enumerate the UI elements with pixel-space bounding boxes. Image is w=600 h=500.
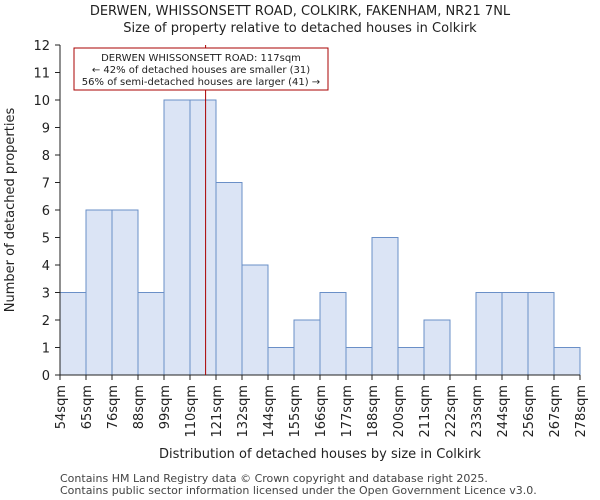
x-tick-label: 110sqm <box>184 385 199 438</box>
bar-267sqm <box>553 347 581 376</box>
x-tick-label: 166sqm <box>314 385 329 438</box>
bar-110sqm <box>189 99 217 376</box>
y-tick-label: 6 <box>42 204 50 219</box>
y-tick-label: 0 <box>42 369 50 384</box>
x-tick-label: 278sqm <box>574 385 589 438</box>
x-tick-label: 256sqm <box>522 385 537 438</box>
y-tick-label: 12 <box>33 39 50 54</box>
x-tick-label: 121sqm <box>210 385 225 438</box>
bar-177sqm <box>345 347 373 376</box>
footer-line-1: Contains HM Land Registry data © Crown c… <box>60 472 488 485</box>
bar-54sqm <box>59 292 87 376</box>
bar-233sqm <box>475 292 503 376</box>
bar-132sqm <box>241 264 269 376</box>
annotation-rect <box>73 47 329 91</box>
bar-88sqm <box>137 292 165 376</box>
y-tick-label: 2 <box>42 314 50 329</box>
x-tick-label: 99sqm <box>158 385 173 429</box>
bar-211sqm <box>423 319 451 376</box>
bar-99sqm <box>163 99 191 376</box>
bar-121sqm <box>215 182 243 376</box>
x-tick-label: 144sqm <box>262 385 277 438</box>
bar-76sqm <box>111 209 139 376</box>
annotation-box: DERWEN WHISSONSETT ROAD: 117sqm ← 42% of… <box>73 47 329 91</box>
bar-256sqm <box>527 292 555 376</box>
y-tick-label: 3 <box>42 287 50 302</box>
bar-166sqm <box>319 292 347 376</box>
bar-200sqm <box>397 347 425 376</box>
x-tick-label: 200sqm <box>392 385 407 438</box>
x-tick-label: 76sqm <box>106 385 121 429</box>
x-tick-label: 233sqm <box>470 385 485 438</box>
x-tick-label: 211sqm <box>418 385 433 438</box>
y-tick-label: 11 <box>33 67 50 82</box>
y-tick-label: 4 <box>42 259 50 274</box>
chart-title-line1: DERWEN, WHISSONSETT ROAD, COLKIRK, FAKEN… <box>90 4 511 19</box>
bar-144sqm <box>267 347 295 376</box>
y-axis-label: Number of detached properties <box>3 108 18 313</box>
y-tick-label: 10 <box>33 94 50 109</box>
x-tick-label: 132sqm <box>236 385 251 438</box>
x-tick-label: 177sqm <box>340 385 355 438</box>
x-axis: 54sqm 65sqm 76sqm 88sqm 99sqm 110sqm 121sqm 132… <box>54 374 589 438</box>
x-tick-label: 65sqm <box>80 385 95 429</box>
x-tick-label: 155sqm <box>288 385 303 438</box>
x-tick-label: 222sqm <box>444 385 459 438</box>
x-tick-label: 244sqm <box>496 385 511 438</box>
x-tick-label: 188sqm <box>366 385 381 438</box>
footer-line-2: Contains public sector information licen… <box>60 484 537 497</box>
bar-188sqm <box>371 237 399 376</box>
chart-title-line2: Size of property relative to detached ho… <box>123 21 477 36</box>
annotation-line-1: DERWEN WHISSONSETT ROAD: 117sqm <box>101 53 301 64</box>
y-tick-label: 7 <box>42 177 50 192</box>
x-axis-label: Distribution of detached houses by size … <box>159 447 481 462</box>
x-tick-label: 88sqm <box>132 385 147 429</box>
bar-244sqm <box>501 292 529 376</box>
bars-group <box>59 99 581 376</box>
annotation-line-3: 56% of semi-detached houses are larger (… <box>82 77 320 88</box>
bar-155sqm <box>293 319 321 376</box>
bar-65sqm <box>85 209 113 376</box>
y-tick-label: 9 <box>42 122 50 137</box>
x-tick-label: 267sqm <box>548 385 563 438</box>
annotation-line-2: ← 42% of detached houses are smaller (31… <box>92 65 310 76</box>
y-tick-label: 5 <box>42 232 50 247</box>
y-tick-label: 8 <box>42 149 50 164</box>
y-tick-label: 1 <box>42 342 50 357</box>
x-tick-label: 54sqm <box>54 385 69 429</box>
